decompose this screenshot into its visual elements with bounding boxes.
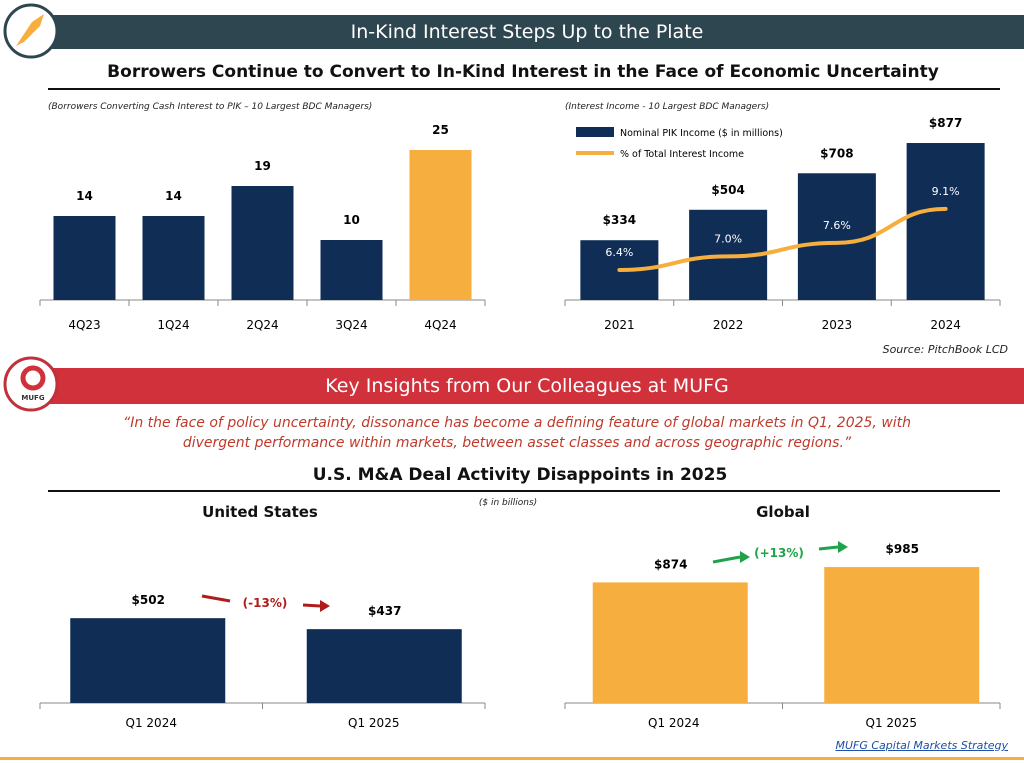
chart1-category-label: 4Q23 [68, 318, 100, 332]
chart2-bar [906, 143, 985, 300]
mufg-title: Key Insights from Our Colleagues at MUFG [325, 375, 729, 397]
chart1-data-label: 14 [76, 189, 93, 203]
global-chart-arrowhead-icon [838, 541, 848, 553]
global-chart-arrow [712, 555, 741, 564]
legend-bar-label: Nominal PIK Income ($ in millions) [620, 128, 783, 139]
footer-link[interactable]: MUFG Capital Markets Strategy [835, 739, 1008, 752]
chart2-category-label: 2024 [930, 318, 961, 332]
us-chart-category-label: Q1 2024 [126, 716, 177, 730]
us-chart-change-label: (-13%) [243, 596, 288, 610]
mufg-banner: Key Insights from Our Colleagues at MUFG [30, 368, 1024, 404]
chart2-bar-label: $877 [929, 116, 962, 130]
us-chart-arrow [302, 603, 321, 608]
header-title: In-Kind Interest Steps Up to the Plate [350, 21, 704, 43]
chart1-category-label: 2Q24 [246, 318, 278, 332]
chart2-bar [797, 173, 876, 300]
footer-rule [0, 757, 1024, 760]
chart1-bar [231, 186, 294, 300]
chart2-line-label: 6.4% [605, 246, 633, 259]
units-note: ($ in billions) [478, 498, 538, 508]
us-chart-category-label: Q1 2025 [348, 716, 399, 730]
chart2-category-label: 2023 [822, 318, 853, 332]
chart1-data-label: 19 [254, 159, 271, 173]
quote-line-1: “In the face of policy uncertainty, diss… [122, 415, 912, 431]
us-chart-bar [70, 618, 226, 703]
chart2-bar-label: $708 [820, 146, 853, 160]
chart1-bar [409, 150, 472, 300]
us-chart-data-label: $437 [368, 604, 401, 618]
chart2-bar-label: $504 [711, 183, 744, 197]
global-chart-bar [592, 582, 748, 703]
global-chart-arrow [818, 545, 839, 551]
chart1-category-label: 4Q24 [424, 318, 456, 332]
chart2-line [617, 206, 948, 272]
chart1-category-label: 3Q24 [335, 318, 367, 332]
chart2-line-label: 9.1% [932, 185, 960, 198]
legend-line-label: % of Total Interest Income [620, 149, 744, 160]
chart2-title: (Interest Income - 10 Largest BDC Manage… [565, 102, 770, 112]
us-chart-bar [306, 629, 462, 703]
us-chart-data-label: $502 [132, 593, 165, 607]
global-chart-arrowhead-icon [740, 551, 750, 563]
global-chart-change-label: (+13%) [754, 546, 804, 560]
chart2-category-label: 2021 [604, 318, 635, 332]
global-chart-title: Global [756, 503, 810, 521]
header-banner: In-Kind Interest Steps Up to the Plate [30, 15, 1024, 49]
chart1-category-label: 1Q24 [157, 318, 189, 332]
chart2-line-label: 7.6% [823, 219, 851, 232]
chart1-bar [320, 240, 383, 300]
chart1-bar [53, 216, 116, 300]
legend-bar-swatch [576, 127, 614, 137]
us-chart-arrowhead-icon [320, 600, 330, 612]
chart1-data-label: 10 [343, 213, 360, 227]
us-chart-arrow [201, 594, 231, 603]
global-chart-category-label: Q1 2025 [866, 716, 917, 730]
chart1-bar [142, 216, 205, 300]
global-chart-bar [824, 567, 980, 703]
subtitle: Borrowers Continue to Convert to In-Kind… [107, 62, 939, 82]
global-chart-category-label: Q1 2024 [648, 716, 699, 730]
mufg-logo-text: MUFG [21, 394, 44, 402]
chart1-data-label: 25 [432, 123, 449, 137]
top-charts: 4Q23 1Q24 2Q24 3Q24 4Q24 14 14 19 10 25 2021 2022 20… [39, 116, 1001, 332]
company-logo [3, 3, 59, 59]
chart1-data-label: 14 [165, 189, 182, 203]
us-chart-title: United States [202, 503, 318, 521]
chart1-title: (Borrowers Converting Cash Interest to P… [48, 102, 373, 112]
ma-section-title: U.S. M&A Deal Activity Disappoints in 20… [312, 465, 728, 485]
global-chart-data-label: $874 [654, 557, 687, 571]
global-chart-data-label: $985 [886, 542, 919, 556]
chart2-bar-label: $334 [603, 213, 636, 227]
mufg-logo: MUFG [3, 356, 59, 412]
source-note: Source: PitchBook LCD [882, 343, 1008, 356]
chart2-category-label: 2022 [713, 318, 744, 332]
chart2-line-label: 7.0% [714, 232, 742, 245]
quote-line-2: divergent performance within markets, be… [182, 435, 852, 451]
